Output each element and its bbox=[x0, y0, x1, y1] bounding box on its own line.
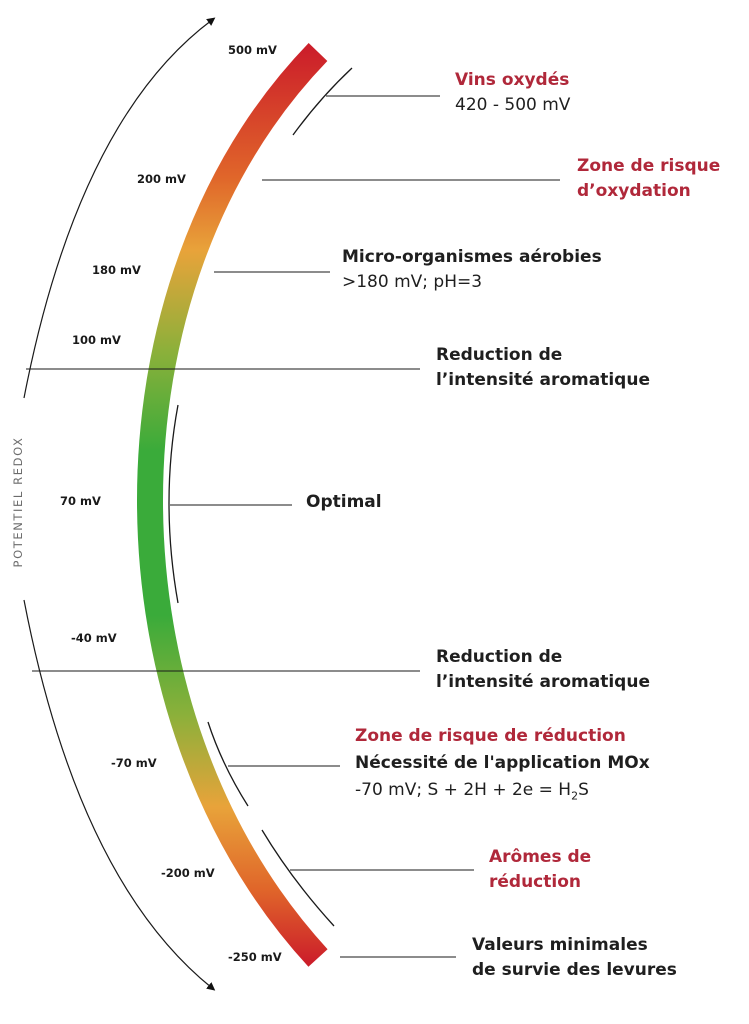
micro-title: Micro-organismes aérobies bbox=[342, 247, 602, 267]
vins-range: 420 - 500 mV bbox=[455, 95, 571, 115]
tick-label: 200 mV bbox=[137, 172, 186, 186]
formula-main: -70 mV; S + 2H + 2e = H bbox=[355, 780, 572, 800]
annotation-micro-organismes: Micro-organismes aérobies >180 mV; pH=3 bbox=[342, 245, 602, 295]
tick-label: -200 mV bbox=[161, 866, 215, 880]
bracket-aromes bbox=[261, 829, 335, 927]
zone-reduction-formula: -70 mV; S + 2H + 2e = H2S bbox=[355, 777, 650, 809]
annotation-aromes-reduction: Arômes de réduction bbox=[489, 845, 591, 895]
reduction-top-line2: l’intensité aromatique bbox=[436, 370, 650, 390]
oxydation-line2: d’oxydation bbox=[577, 181, 691, 201]
reduction-top-line1: Reduction de bbox=[436, 345, 563, 365]
valeurs-line1: Valeurs minimales bbox=[472, 935, 648, 955]
annotation-valeurs-minimales: Valeurs minimales de survie des levures bbox=[472, 933, 677, 983]
annotation-zone-reduction: Zone de risque de réduction Nécessité de… bbox=[355, 723, 650, 809]
redox-gradient-band bbox=[137, 42, 328, 967]
valeurs-line2: de survie des levures bbox=[472, 960, 677, 980]
vins-title: Vins oxydés bbox=[455, 70, 570, 90]
tick-label: 70 mV bbox=[60, 494, 101, 508]
zone-reduction-title: Zone de risque de réduction bbox=[355, 726, 626, 746]
zone-reduction-mox: Nécessité de l'application MOx bbox=[355, 753, 650, 773]
annotation-optimal: Optimal bbox=[306, 490, 382, 515]
tick-label: 100 mV bbox=[72, 333, 121, 347]
aromes-line2: réduction bbox=[489, 872, 581, 892]
tick-label: -40 mV bbox=[71, 631, 117, 645]
bracket-reduction bbox=[207, 721, 249, 807]
tick-label: 180 mV bbox=[92, 263, 141, 277]
bracket-optimal bbox=[168, 404, 179, 604]
formula-end: S bbox=[578, 780, 589, 800]
annotation-reduction-bottom: Reduction de l’intensité aromatique bbox=[436, 645, 650, 695]
oxydation-line1: Zone de risque bbox=[577, 156, 721, 176]
annotation-zone-oxydation: Zone de risque d’oxydation bbox=[577, 154, 720, 204]
annotation-vins-oxydes: Vins oxydés 420 - 500 mV bbox=[455, 68, 570, 118]
reduction-bottom-line1: Reduction de bbox=[436, 647, 563, 667]
axis-arc-bottom bbox=[23, 599, 216, 991]
axis-title: POTENTIEL REDOX bbox=[11, 437, 25, 568]
tick-label: -250 mV bbox=[228, 950, 282, 964]
optimal-title: Optimal bbox=[306, 492, 382, 512]
reduction-bottom-line2: l’intensité aromatique bbox=[436, 672, 650, 692]
tick-label: 500 mV bbox=[228, 43, 277, 57]
tick-label: -70 mV bbox=[111, 756, 157, 770]
annotation-reduction-top: Reduction de l’intensité aromatique bbox=[436, 343, 650, 393]
formula-subscript: 2 bbox=[571, 789, 579, 803]
axis-arc-top bbox=[23, 17, 216, 399]
aromes-line1: Arômes de bbox=[489, 847, 592, 867]
bracket-vins bbox=[292, 67, 353, 136]
micro-sub: >180 mV; pH=3 bbox=[342, 272, 483, 292]
